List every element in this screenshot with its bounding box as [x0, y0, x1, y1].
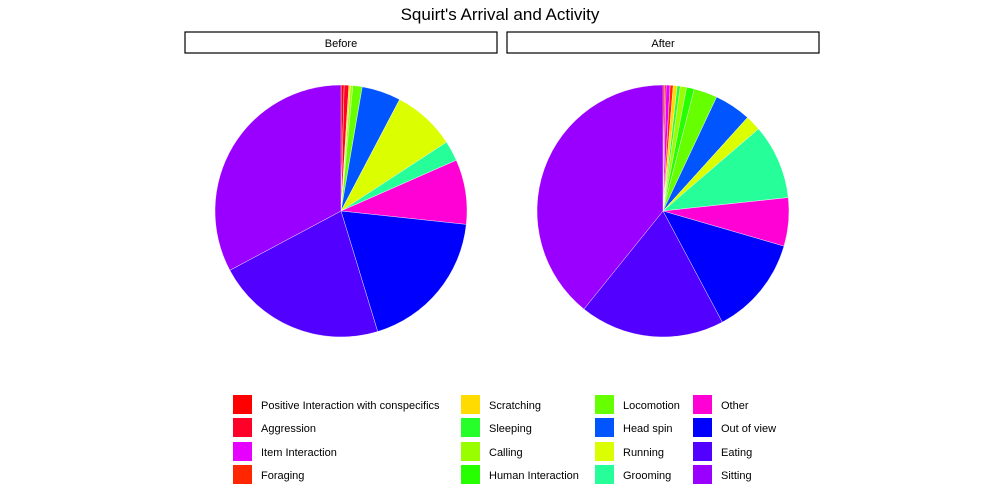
pie-slice-before-out-of-view: [340, 210, 467, 332]
legend-label-aggression: Aggression: [261, 423, 316, 435]
legend-key-grooming: [595, 465, 614, 484]
legend-label-running: Running: [623, 447, 664, 459]
facet-strip-after: [506, 31, 820, 54]
pie-slice-after-eating: [583, 210, 723, 338]
chart-title: Squirt's Arrival and Activity: [401, 5, 600, 24]
facet-label-before: Before: [325, 38, 357, 50]
pie-slice-after-grooming: [662, 128, 789, 212]
legend-label-item-interaction: Item Interaction: [261, 447, 337, 459]
legend-key-eating: [693, 442, 712, 461]
pie-slice-after-sitting: [536, 84, 664, 310]
legend-key-out-of-view: [693, 418, 712, 437]
legend-label-sitting: Sitting: [721, 470, 752, 482]
legend-label-positive-interaction-with-conspecifics: Positive Interaction with conspecifics: [261, 400, 440, 412]
legend-label-out-of-view: Out of view: [721, 423, 776, 435]
legend-label-human-interaction: Human Interaction: [489, 470, 579, 482]
legend-key-human-interaction: [461, 465, 480, 484]
legend-key-positive-interaction-with-conspecifics: [233, 395, 252, 414]
legend-key-scratching: [461, 395, 480, 414]
legend: Positive Interaction with conspecifics Ag…: [233, 395, 776, 484]
legend-label-eating: Eating: [721, 447, 752, 459]
legend-label-scratching: Scratching: [489, 400, 541, 412]
legend-key-sitting: [693, 465, 712, 484]
legend-label-sleeping: Sleeping: [489, 423, 532, 435]
pie-slice-before-sitting: [214, 84, 342, 271]
legend-label-locomotion: Locomotion: [623, 400, 680, 412]
legend-label-other: Other: [721, 400, 749, 412]
legend-key-head-spin: [595, 418, 614, 437]
legend-key-foraging: [233, 465, 252, 484]
legend-key-calling: [461, 442, 480, 461]
pie-before: [214, 84, 468, 338]
legend-label-foraging: Foraging: [261, 470, 304, 482]
pie-slice-before-eating: [229, 210, 378, 338]
pie-after: [536, 84, 790, 338]
legend-key-item-interaction: [233, 442, 252, 461]
legend-label-calling: Calling: [489, 447, 523, 459]
legend-key-locomotion: [595, 395, 614, 414]
facet-strip-before: [184, 31, 498, 54]
legend-key-running: [595, 442, 614, 461]
legend-label-head-spin: Head spin: [623, 423, 673, 435]
legend-label-grooming: Grooming: [623, 470, 671, 482]
legend-key-sleeping: [461, 418, 480, 437]
legend-key-other: [693, 395, 712, 414]
legend-key-aggression: [233, 418, 252, 437]
pie-slice-after-out-of-view: [662, 210, 785, 323]
facet-label-after: After: [651, 38, 675, 50]
